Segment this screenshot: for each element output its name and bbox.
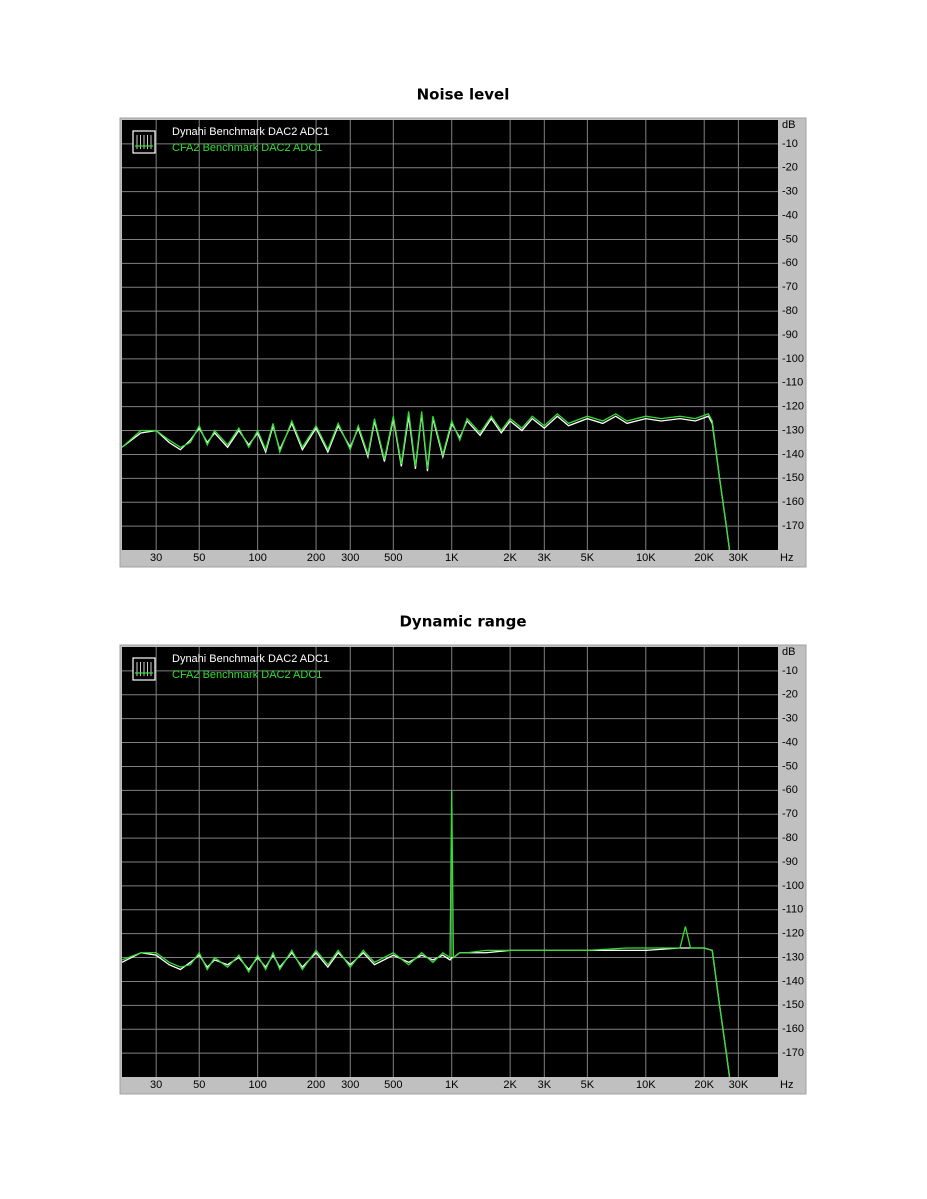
y-tick-label: -90 — [782, 329, 798, 341]
x-tick-label: 30K — [729, 1079, 749, 1091]
y-tick-label: -20 — [782, 162, 798, 174]
y-tick-label: -170 — [782, 520, 804, 532]
legend-icon — [132, 657, 156, 681]
y-tick-label: -10 — [782, 138, 798, 150]
x-tick-label: 1K — [445, 552, 459, 564]
series-line — [122, 947, 731, 1077]
y-tick-label: -50 — [782, 233, 798, 245]
chart: Dynamic range -10 -20 -30 -40 -50 -60 -70 -80 -90… — [119, 613, 807, 1095]
y-tick-label: -120 — [782, 928, 804, 940]
y-tick-label: -60 — [782, 257, 798, 269]
x-tick-label: 20K — [694, 1079, 714, 1091]
x-tick-label: 2K — [503, 1079, 517, 1091]
x-tick-label: 10K — [636, 552, 656, 564]
x-tick-label: 30 — [150, 1079, 162, 1091]
series-line — [122, 411, 731, 550]
x-tick-label: 500 — [384, 552, 402, 564]
x-tick-label: 30K — [729, 552, 749, 564]
legend-icon — [132, 130, 156, 154]
chart-title: Noise level — [417, 86, 510, 104]
y-tick-label: -60 — [782, 784, 798, 796]
x-tick-label: 300 — [341, 552, 359, 564]
x-tick-label: 200 — [307, 552, 325, 564]
y-tick-label: -100 — [782, 880, 804, 892]
y-tick-label: -30 — [782, 713, 798, 725]
y-unit-label: dB — [782, 646, 795, 658]
x-tick-label: 10K — [636, 1079, 656, 1091]
x-tick-label: 1K — [445, 1079, 459, 1091]
x-tick-label: 50 — [193, 552, 205, 564]
legend-entry: Dynahi Benchmark DAC2 ADC1 — [172, 653, 329, 665]
y-unit-label: dB — [782, 119, 795, 131]
y-tick-label: -50 — [782, 760, 798, 772]
y-tick-label: -130 — [782, 951, 804, 963]
x-tick-label: 30 — [150, 552, 162, 564]
series-line — [122, 413, 731, 550]
legend-entry: Dynahi Benchmark DAC2 ADC1 — [172, 126, 329, 138]
series-line — [122, 790, 731, 1077]
x-tick-label: 3K — [538, 1079, 552, 1091]
x-tick-label: 200 — [307, 1079, 325, 1091]
y-tick-label: -40 — [782, 209, 798, 221]
x-tick-label: 3K — [538, 552, 552, 564]
y-tick-label: -170 — [782, 1047, 804, 1059]
y-tick-label: -90 — [782, 856, 798, 868]
x-tick-label: 100 — [248, 552, 266, 564]
y-tick-label: -70 — [782, 281, 798, 293]
y-tick-label: -150 — [782, 472, 804, 484]
x-tick-label: 5K — [581, 1079, 595, 1091]
y-tick-label: -10 — [782, 665, 798, 677]
y-tick-label: -110 — [782, 904, 803, 916]
legend-entry: CFA2 Benchmark DAC2 ADC1 — [172, 669, 322, 681]
y-tick-label: -120 — [782, 401, 804, 413]
y-tick-label: -110 — [782, 377, 803, 389]
x-unit-label: Hz — [780, 1079, 793, 1091]
x-tick-label: 300 — [341, 1079, 359, 1091]
x-tick-label: 20K — [694, 552, 714, 564]
x-tick-label: 50 — [193, 1079, 205, 1091]
y-tick-label: -70 — [782, 808, 798, 820]
x-tick-label: 2K — [503, 552, 517, 564]
chart: Noise level -10 -20 -30 -40 -50 -60 -70 -80 -90 -1… — [119, 86, 807, 568]
y-tick-label: -140 — [782, 975, 804, 987]
chart-title: Dynamic range — [399, 613, 526, 631]
x-tick-label: 100 — [248, 1079, 266, 1091]
y-tick-label: -80 — [782, 832, 798, 844]
y-tick-label: -80 — [782, 305, 798, 317]
x-unit-label: Hz — [780, 552, 793, 564]
y-tick-label: -160 — [782, 496, 804, 508]
x-tick-label: 500 — [384, 1079, 402, 1091]
y-tick-label: -100 — [782, 353, 804, 365]
y-tick-label: -30 — [782, 186, 798, 198]
y-tick-label: -150 — [782, 999, 804, 1011]
y-tick-label: -160 — [782, 1023, 804, 1035]
legend-entry: CFA2 Benchmark DAC2 ADC1 — [172, 142, 322, 154]
y-tick-label: -130 — [782, 424, 804, 436]
x-tick-label: 5K — [581, 552, 595, 564]
y-tick-label: -140 — [782, 448, 804, 460]
y-tick-label: -20 — [782, 689, 798, 701]
y-tick-label: -40 — [782, 736, 798, 748]
